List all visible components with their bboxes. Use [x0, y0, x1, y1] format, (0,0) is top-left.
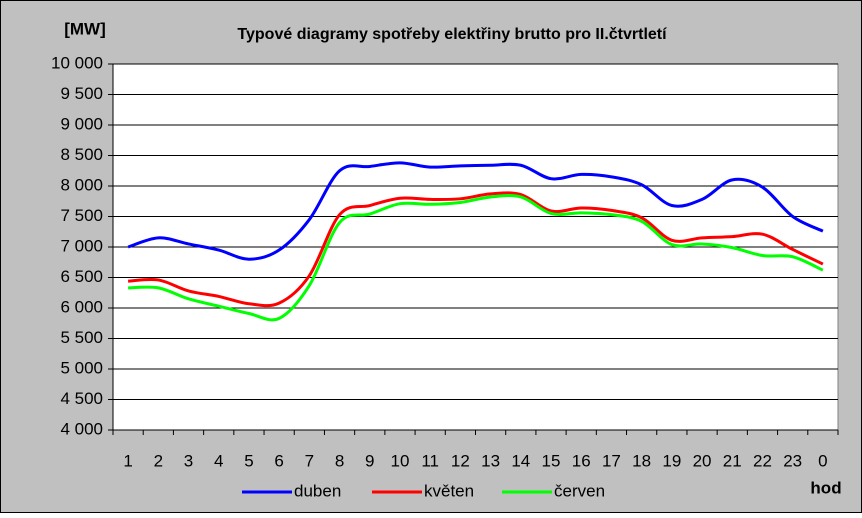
- legend-label: duben: [294, 481, 341, 500]
- x-tick-label: 23: [783, 451, 802, 470]
- y-tick-label: 7 500: [60, 206, 103, 225]
- x-tick-label: 19: [662, 451, 681, 470]
- x-tick-label: 4: [214, 451, 223, 470]
- x-tick-label: 13: [481, 451, 500, 470]
- y-tick-label: 5 000: [60, 358, 103, 377]
- legend-label: červen: [554, 481, 605, 500]
- y-tick-label: 8 500: [60, 145, 103, 164]
- y-tick-label: 9 500: [60, 84, 103, 103]
- x-tick-label: 21: [723, 451, 742, 470]
- x-tick-label: 1: [123, 451, 132, 470]
- x-tick-label: 3: [184, 451, 193, 470]
- y-tick-label: 10 000: [51, 53, 103, 72]
- x-tick-label: 15: [542, 451, 561, 470]
- x-tick-label: 5: [244, 451, 253, 470]
- y-tick-label: 5 500: [60, 328, 103, 347]
- y-tick-label: 7 000: [60, 236, 103, 255]
- x-tick-label: 0: [818, 451, 827, 470]
- x-tick-label: 16: [572, 451, 591, 470]
- series-line: [128, 191, 824, 308]
- x-tick-label: 20: [693, 451, 712, 470]
- y-tick-label: 6 000: [60, 297, 103, 316]
- x-tick-label: 18: [632, 451, 651, 470]
- x-axis-label: hod: [810, 478, 841, 497]
- x-tick-label: 22: [753, 451, 772, 470]
- x-tick-label: 11: [421, 451, 439, 470]
- x-tick-label: 10: [391, 451, 410, 470]
- x-tick-label: 6: [274, 451, 283, 470]
- x-tick-label: 7: [305, 451, 314, 470]
- y-tick-label: 4 500: [60, 389, 103, 408]
- legend-label: květen: [424, 481, 474, 500]
- x-tick-label: 2: [154, 451, 163, 470]
- x-tick-label: 17: [602, 451, 621, 470]
- x-tick-label: 14: [511, 451, 530, 470]
- chart-title: Typové diagramy spotřeby elektřiny brutt…: [237, 26, 667, 43]
- series-line: [128, 194, 824, 322]
- series-line: [127, 161, 824, 261]
- x-tick-label: 9: [365, 451, 374, 470]
- x-tick-label: 12: [451, 451, 470, 470]
- y-axis-label: [MW]: [64, 19, 106, 38]
- x-tick-label: 8: [335, 451, 344, 470]
- y-tick-label: 6 500: [60, 267, 103, 286]
- y-tick-label: 8 000: [60, 175, 103, 194]
- y-tick-label: 4 000: [60, 419, 103, 438]
- y-tick-label: 9 000: [60, 114, 103, 133]
